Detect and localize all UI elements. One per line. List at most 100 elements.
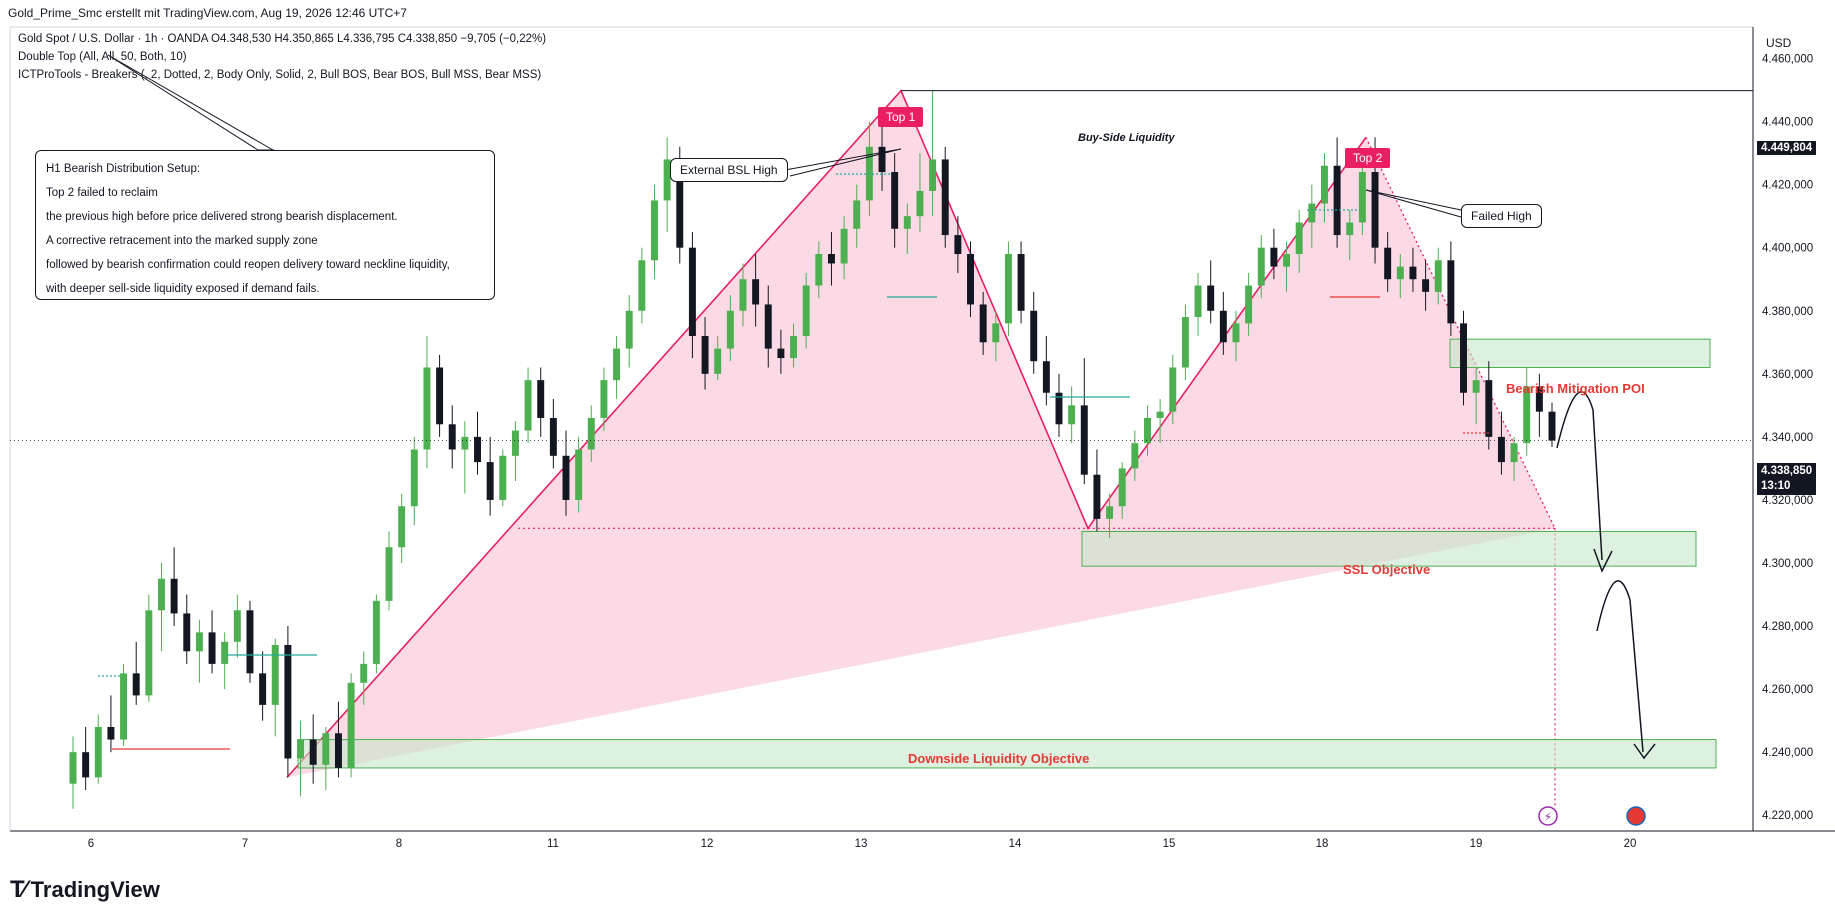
candle-body: [827, 254, 835, 264]
y-tick-label: 4.220,000: [1762, 810, 1813, 822]
x-tick-label: 12: [701, 838, 714, 850]
candle-body: [1118, 468, 1126, 507]
y-tick-label: 4.400,000: [1762, 243, 1813, 255]
projection-arrowhead-2: [1633, 743, 1656, 760]
candle-body: [1358, 172, 1366, 223]
candle-body: [992, 323, 1000, 343]
last-price-value: 4.338,850: [1761, 465, 1813, 477]
x-tick-label: 15: [1163, 838, 1176, 850]
candle-body: [676, 159, 684, 248]
external-bsl-pointer: [784, 148, 902, 177]
candle-body: [891, 172, 899, 229]
candle-body: [334, 733, 342, 768]
candle-body: [1548, 411, 1556, 441]
candle-body: [840, 228, 848, 264]
candle-body: [1257, 247, 1265, 286]
note-line: the previous high before price delivered…: [46, 211, 398, 223]
candle-body: [158, 578, 165, 611]
bar-countdown: 13:10: [1761, 480, 1791, 492]
candle-body: [448, 424, 456, 450]
candle-body: [1181, 317, 1189, 368]
candle-body: [436, 367, 444, 425]
candle-body: [120, 673, 128, 740]
candle-body: [385, 547, 393, 601]
y-tick-label: 4.300,000: [1762, 558, 1813, 570]
candle-body: [651, 200, 658, 261]
currency-label[interactable]: USD: [1766, 36, 1792, 50]
candle-body: [1042, 361, 1050, 393]
x-tick-label: 11: [547, 838, 559, 850]
candle-body: [1207, 285, 1215, 311]
candle-body: [1068, 405, 1076, 425]
candle-body: [1320, 165, 1328, 204]
y-tick-label: 4.460,000: [1762, 54, 1813, 66]
candle-body: [1232, 323, 1240, 343]
symbol-legend[interactable]: Gold Spot / U.S. Dollar · 1h · OANDA O4.…: [18, 33, 547, 45]
candle-body: [69, 752, 77, 784]
candle-body: [1144, 417, 1151, 444]
candle-body: [372, 600, 380, 664]
x-tick-label: 7: [242, 838, 248, 850]
candle-body: [107, 726, 115, 740]
candle-body: [1093, 474, 1101, 519]
candle-body: [714, 348, 722, 374]
buy-side-liquidity-label: Buy-Side Liquidity: [1078, 132, 1175, 144]
external-bsl-callout: External BSL High: [670, 158, 788, 182]
candle-body: [726, 310, 734, 349]
setup-note-box: H1 Bearish Distribution Setup: Top 2 fai…: [35, 150, 495, 300]
candle-body: [1270, 247, 1278, 267]
candlestick-series: [69, 90, 1556, 809]
candle-body: [474, 436, 481, 463]
candle-body: [499, 455, 507, 500]
candle-body: [1333, 165, 1341, 236]
x-tick-label: 20: [1624, 838, 1637, 850]
candle-body: [195, 632, 203, 652]
chart-axes: [9, 26, 1835, 832]
candle-body: [297, 739, 305, 759]
candle-body: [1497, 436, 1505, 463]
note-line: H1 Bearish Distribution Setup:: [46, 163, 201, 175]
candle-body: [410, 449, 418, 507]
y-tick-label: 4.340,000: [1762, 432, 1813, 444]
failed-high-pointer: [1365, 189, 1462, 218]
candle-body: [764, 304, 772, 349]
candle-body: [777, 348, 785, 359]
tradingview-logo[interactable]: T⁄ TradingView: [10, 876, 160, 904]
indicator-legend-breakers[interactable]: ICTProTools - Breakers (, 2, Dotted, 2, …: [18, 69, 542, 81]
candle-body: [1384, 247, 1392, 280]
candle-body: [322, 733, 330, 765]
top1-badge: Top 1: [878, 107, 924, 127]
x-tick-label: 19: [1470, 838, 1483, 850]
candle-body: [701, 335, 709, 374]
candle-body: [600, 380, 608, 418]
candle-body: [916, 190, 924, 217]
candle-body: [1535, 386, 1543, 412]
candle-body: [954, 235, 962, 255]
candle-body: [511, 430, 519, 456]
ssl-zone: [1081, 530, 1697, 567]
lightning-glyph-icon: ⚡: [1544, 810, 1552, 824]
candle-body: [309, 739, 317, 765]
x-tick-label: 14: [1009, 838, 1022, 850]
candle-body: [941, 159, 949, 236]
bsl-price-tag: 4.449,804: [1757, 141, 1817, 155]
y-tick-label: 4.320,000: [1762, 495, 1813, 507]
projection-arrow-1: [1556, 391, 1603, 561]
candle-body: [524, 380, 532, 431]
x-tick-label: 6: [88, 838, 94, 850]
note-line: with deeper sell-side liquidity exposed …: [46, 283, 320, 295]
x-tick-label: 18: [1316, 838, 1329, 850]
projection-arrow-2: [1596, 580, 1644, 753]
note-line: Top 2 failed to reclaim: [46, 187, 158, 199]
candle-body: [271, 644, 279, 705]
pattern-projection-line: [1365, 137, 1556, 529]
candle-body: [878, 146, 886, 173]
candle-body: [183, 613, 191, 652]
x-axis-ticks: 6 7 8 11 12 13 14 15 18 19 20: [88, 838, 1637, 850]
candle-body: [1106, 506, 1114, 519]
candle-body: [208, 632, 216, 664]
candle-body: [221, 641, 229, 664]
indicator-legend-double-top[interactable]: Double Top (All, All, 50, Both, 10): [18, 51, 187, 63]
y-tick-label: 4.360,000: [1762, 369, 1813, 381]
